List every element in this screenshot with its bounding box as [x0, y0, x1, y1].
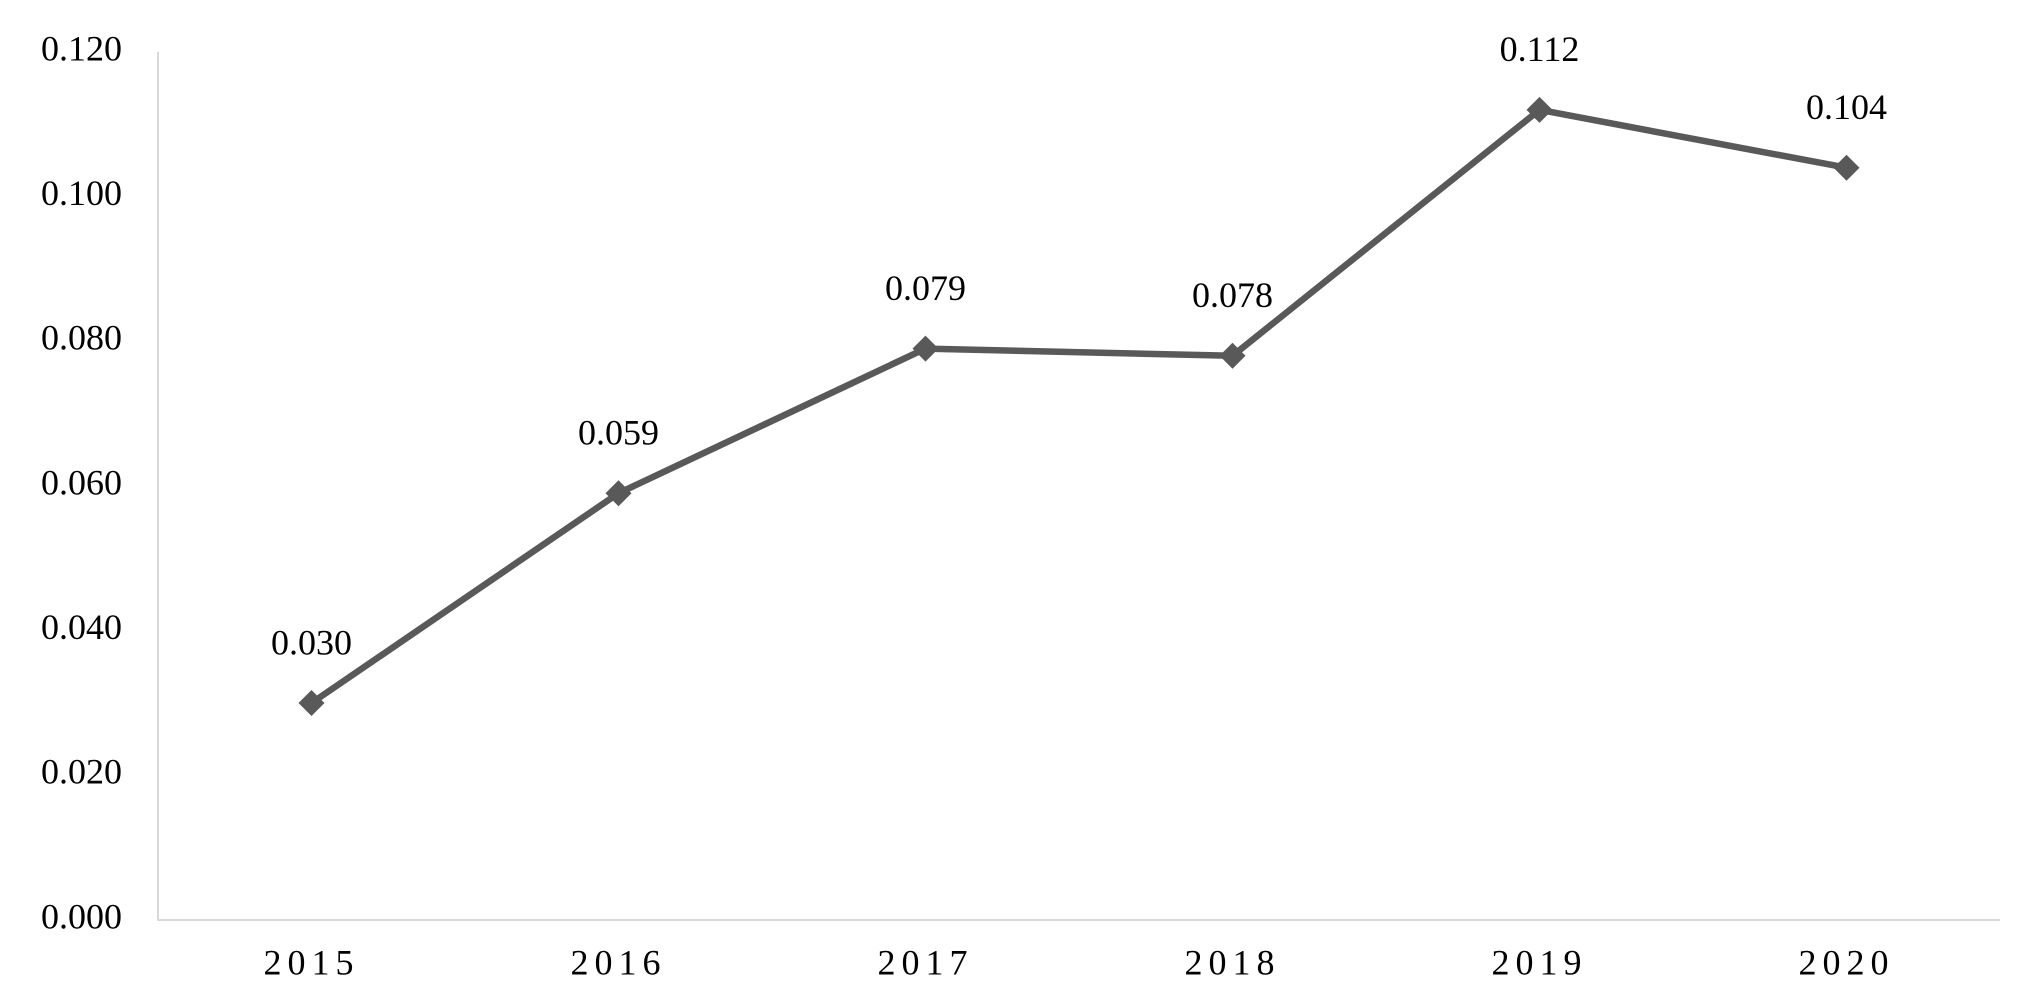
- x-tick-label: 2019: [1492, 942, 1588, 982]
- marker: [298, 690, 325, 716]
- series-line: [309, 106, 1848, 706]
- y-tick-label: 0.000: [41, 896, 122, 936]
- x-tick-label: 2015: [264, 942, 360, 982]
- data-label: 0.112: [1500, 29, 1580, 69]
- marker: [1833, 154, 1860, 181]
- x-tick-label: 2020: [1799, 942, 1895, 982]
- y-tick-label: 0.060: [41, 462, 122, 502]
- data-label: 0.104: [1806, 87, 1887, 127]
- data-label: 0.059: [578, 412, 659, 452]
- y-tick-label: 0.120: [41, 28, 122, 68]
- x-tick-label: 2017: [878, 942, 974, 982]
- x-tick-label: 2018: [1185, 942, 1281, 982]
- marker: [1219, 342, 1246, 369]
- marker: [1526, 96, 1553, 123]
- y-tick-label: 0.100: [41, 173, 122, 213]
- marker: [912, 335, 939, 362]
- y-tick-label: 0.080: [41, 318, 122, 358]
- data-label: 0.078: [1192, 275, 1273, 315]
- data-label: 0.079: [885, 268, 966, 308]
- x-tick-label: 2016: [571, 942, 667, 982]
- y-tick-label: 0.040: [41, 607, 122, 647]
- y-tick-label: 0.020: [41, 752, 122, 792]
- data-label: 0.030: [271, 622, 352, 662]
- marker: [605, 480, 632, 507]
